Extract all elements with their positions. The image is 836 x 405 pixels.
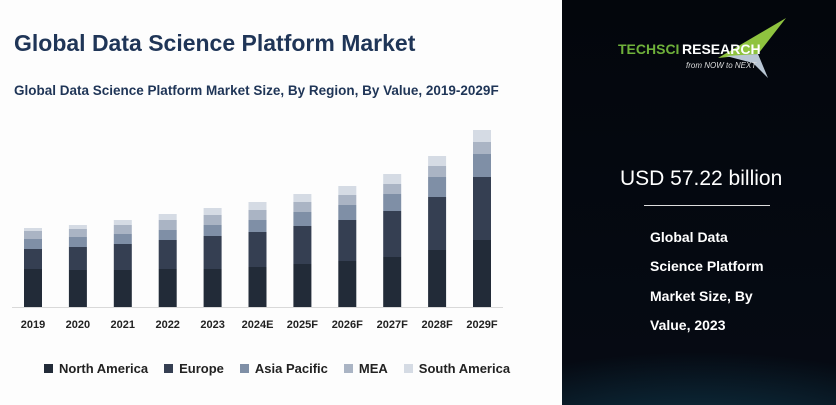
bar-asia-pacific-2021	[113, 234, 132, 244]
caption-line: Market Size, By	[650, 288, 753, 304]
bar-south-america-2019	[24, 228, 42, 231]
page-title: Global Data Science Platform Market	[14, 30, 416, 56]
bar-asia-pacific-2024E	[248, 220, 267, 232]
bar-north-america-2019	[24, 269, 42, 307]
bar-south-america-2022	[158, 214, 177, 220]
bar-mea-2026F	[338, 195, 357, 205]
bar-europe-2023	[203, 236, 222, 269]
bar-north-america-2027F	[383, 257, 402, 307]
bar-south-america-2026F	[338, 186, 357, 195]
legend-label: Asia Pacific	[254, 361, 328, 376]
logo-tagline: from NOW to NEXT	[686, 61, 757, 70]
legend-label: South America	[418, 361, 511, 376]
x-tick-label: 2028F	[421, 319, 452, 331]
legend-item: Europe	[164, 361, 224, 376]
market-value: USD 57.22 billion	[620, 167, 783, 190]
bar-europe-2029F	[473, 177, 491, 240]
x-tick-label: 2027F	[377, 319, 408, 331]
x-tick-label: 2029F	[466, 319, 497, 331]
x-tick-label: 2025F	[287, 319, 318, 331]
legend-label: MEA	[358, 361, 388, 376]
bar-europe-2027F	[383, 211, 402, 257]
bar-europe-2020	[68, 247, 87, 270]
bar-mea-2022	[158, 220, 177, 230]
bar-mea-2019	[24, 231, 42, 239]
legend-swatch	[44, 364, 53, 373]
bar-mea-2023	[203, 215, 222, 225]
bar-north-america-2029F	[473, 240, 491, 307]
bar-europe-2022	[158, 240, 177, 269]
bar-asia-pacific-2027F	[383, 194, 402, 211]
summary-panel: TECHSCI RESEARCH from NOW to NEXT USD 57…	[562, 0, 836, 405]
x-tick-label: 2020	[66, 319, 90, 331]
bar-europe-2021	[113, 244, 132, 270]
bar-north-america-2021	[113, 270, 132, 307]
legend-item: MEA	[343, 361, 388, 376]
legend-item: North America	[44, 361, 148, 376]
bar-north-america-2023	[203, 269, 222, 307]
legend-swatch	[403, 364, 413, 373]
bar-europe-2019	[24, 249, 42, 269]
bar-south-america-2028F	[428, 156, 447, 166]
bar-asia-pacific-2020	[68, 237, 87, 247]
bar-north-america-2025F	[293, 264, 312, 307]
bar-north-america-2028F	[428, 250, 447, 307]
bar-mea-2029F	[473, 142, 491, 154]
bar-asia-pacific-2029F	[473, 154, 491, 177]
bar-asia-pacific-2019	[24, 239, 42, 249]
bar-south-america-2029F	[473, 130, 491, 142]
x-tick-label: 2024E	[242, 319, 274, 331]
bar-europe-2028F	[428, 197, 447, 250]
bar-south-america-2024E	[248, 202, 267, 210]
bar-mea-2025F	[293, 202, 312, 212]
bar-europe-2024E	[248, 232, 267, 267]
bar-north-america-2020	[68, 270, 87, 307]
bar-asia-pacific-2026F	[338, 205, 357, 220]
x-tick-label: 2022	[155, 319, 179, 331]
stacked-bar-chart: 2019 2020 2021 2022 2023 2024E 2025F 2026F 2027F…	[12, 130, 503, 331]
bar-north-america-2022	[158, 269, 177, 307]
legend-item: South America	[403, 361, 511, 376]
chart-panel: Global Data Science Platform Market Glob…	[12, 30, 511, 376]
bar-mea-2027F	[383, 184, 402, 194]
bar-asia-pacific-2028F	[428, 177, 447, 197]
bar-europe-2025F	[293, 226, 312, 264]
caption-line: Science Platform	[650, 258, 764, 274]
legend-swatch	[164, 364, 174, 373]
bar-south-america-2027F	[383, 174, 402, 184]
legend-swatch	[343, 364, 353, 373]
caption-line: Global Data	[650, 229, 728, 245]
legend-item: Asia Pacific	[239, 361, 328, 376]
divider	[644, 205, 770, 206]
bar-south-america-2020	[68, 225, 87, 229]
techsci-logo: TECHSCI RESEARCH from NOW to NEXT	[618, 18, 786, 78]
bar-europe-2026F	[338, 220, 357, 261]
legend-label: North America	[59, 361, 149, 376]
x-tick-label: 2021	[111, 319, 135, 331]
x-tick-label: 2019	[21, 319, 45, 331]
bar-mea-2024E	[248, 210, 267, 220]
bar-mea-2028F	[428, 166, 447, 177]
x-tick-label: 2023	[200, 319, 224, 331]
bar-asia-pacific-2023	[203, 225, 222, 236]
x-tick-label: 2026F	[332, 319, 363, 331]
caption-line: Value, 2023	[650, 317, 726, 333]
bar-mea-2020	[68, 229, 87, 237]
bar-north-america-2024E	[248, 267, 267, 307]
legend: North America Europe Asia Pacific MEA South …	[44, 361, 510, 376]
bar-asia-pacific-2022	[158, 230, 177, 240]
chart-title: Global Data Science Platform Market Size…	[14, 83, 499, 98]
bar-south-america-2023	[203, 208, 222, 215]
bar-mea-2021	[113, 225, 132, 234]
logo-text-b: RESEARCH	[682, 41, 761, 57]
legend-label: Europe	[179, 361, 224, 376]
logo-text-a: TECHSCI	[618, 41, 679, 57]
bar-north-america-2026F	[338, 261, 357, 307]
bar-south-america-2021	[113, 220, 132, 225]
bar-asia-pacific-2025F	[293, 212, 312, 226]
bar-south-america-2025F	[293, 194, 312, 202]
legend-swatch	[239, 364, 249, 373]
